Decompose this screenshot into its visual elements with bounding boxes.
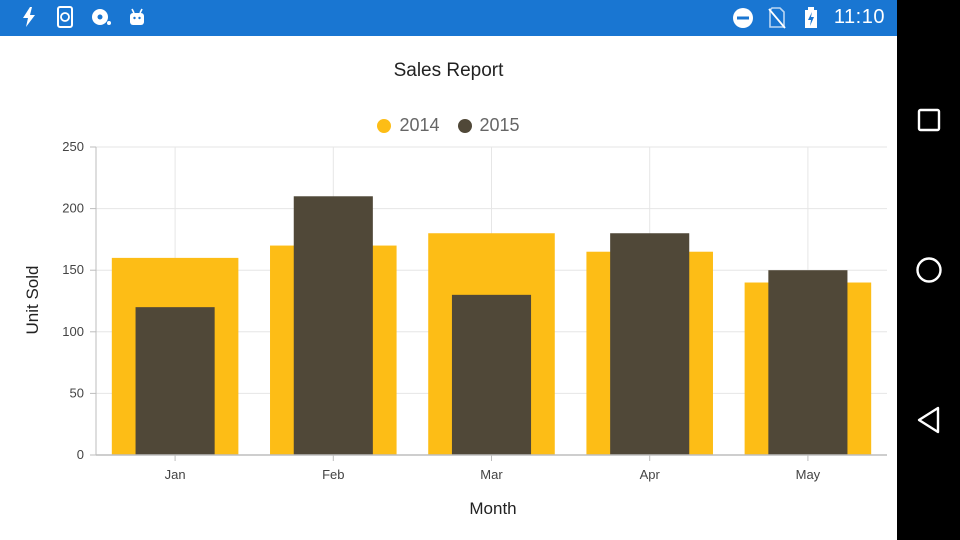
- y-tick-label: 0: [77, 447, 84, 462]
- y-tick-label: 100: [62, 324, 84, 339]
- home-button[interactable]: [909, 250, 949, 290]
- navigation-bar: [897, 0, 960, 540]
- legend-label-2014: 2014: [399, 115, 440, 135]
- y-tick-label: 50: [70, 385, 84, 400]
- status-bar: 11:10: [0, 0, 897, 36]
- bar-2015-feb[interactable]: [293, 196, 373, 455]
- y-tick-label: 250: [62, 139, 84, 154]
- x-tick-label: Feb: [322, 467, 344, 482]
- flash-icon: [18, 6, 40, 28]
- chart-bars: [111, 196, 872, 455]
- status-right-icons: 11:10: [732, 6, 885, 29]
- no-sim-icon: [766, 6, 788, 29]
- chart-axes: 0 50 100 150 200 250 Jan Feb Mar Apr May: [62, 139, 887, 482]
- legend-marker-2014: [377, 118, 392, 133]
- x-tick-label: Mar: [480, 467, 503, 482]
- legend-item-2014[interactable]: 2014: [377, 115, 440, 136]
- bar-2015-mar[interactable]: [451, 294, 532, 455]
- chart-legend: 2014 2015: [0, 115, 897, 136]
- home-icon: [916, 257, 942, 283]
- bar-2015-apr[interactable]: [610, 233, 690, 455]
- battery-charging-icon: [800, 6, 822, 29]
- bar-2015-may[interactable]: [768, 270, 848, 455]
- recent-apps-button[interactable]: [909, 100, 949, 140]
- x-tick-label: Apr: [640, 467, 661, 482]
- back-button[interactable]: [909, 400, 949, 440]
- disc-icon: [90, 6, 112, 28]
- legend-label-2015: 2015: [479, 115, 520, 135]
- x-axis-label: Month: [469, 499, 516, 518]
- bar-chart: 0 50 100 150 200 250 Jan Feb Mar Apr May Unit Sold…: [23, 139, 887, 518]
- x-tick-label: May: [796, 467, 821, 482]
- legend-marker-2015: [457, 118, 472, 133]
- clock: 11:10: [833, 6, 885, 28]
- phone-sync-icon: [54, 6, 76, 28]
- x-tick-label: Jan: [165, 467, 186, 482]
- do-not-disturb-icon: [732, 7, 754, 29]
- recent-apps-icon: [917, 108, 941, 132]
- bar-2015-jan[interactable]: [135, 307, 215, 455]
- status-left-icons: [18, 6, 148, 28]
- chart-title: Sales Report: [393, 60, 504, 81]
- android-icon: [126, 6, 148, 28]
- y-axis-label: Unit Sold: [23, 266, 42, 335]
- y-tick-label: 200: [62, 201, 84, 216]
- back-icon: [917, 406, 940, 434]
- y-tick-label: 150: [62, 262, 84, 277]
- legend-item-2015[interactable]: 2015: [457, 115, 520, 136]
